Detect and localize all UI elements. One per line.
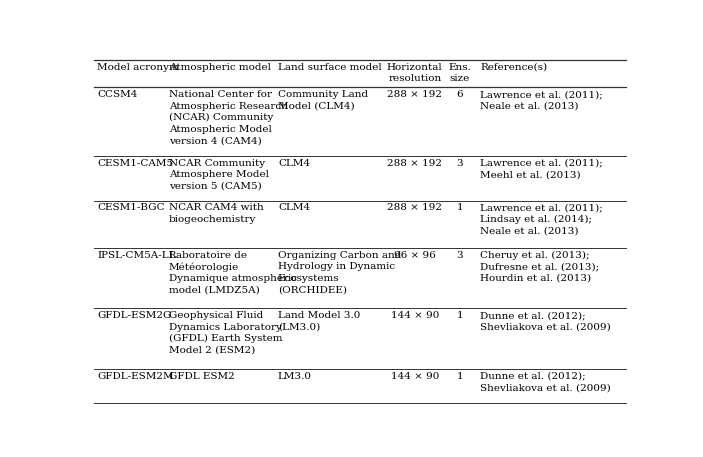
Text: 144 × 90: 144 × 90 (391, 372, 439, 381)
Text: CESM1-CAM5: CESM1-CAM5 (97, 159, 173, 168)
Text: Lawrence et al. (2011);
Neale et al. (2013): Lawrence et al. (2011); Neale et al. (20… (480, 90, 602, 111)
Text: Reference(s): Reference(s) (480, 63, 547, 72)
Text: GFDL-ESM2G: GFDL-ESM2G (97, 311, 172, 320)
Text: 1: 1 (457, 203, 463, 213)
Text: 96 × 96: 96 × 96 (394, 251, 436, 260)
Text: Lawrence et al. (2011);
Lindsay et al. (2014);
Neale et al. (2013): Lawrence et al. (2011); Lindsay et al. (… (480, 203, 602, 235)
Text: Ens.
size: Ens. size (449, 63, 472, 83)
Text: NCAR CAM4 with
biogeochemistry: NCAR CAM4 with biogeochemistry (169, 203, 264, 224)
Text: Geophysical Fluid
Dynamics Laboratory
(GFDL) Earth System
Model 2 (ESM2): Geophysical Fluid Dynamics Laboratory (G… (169, 311, 283, 355)
Text: Laboratoire de
Météorologie
Dynamique atmospheric
model (LMDZ5A): Laboratoire de Météorologie Dynamique at… (169, 251, 297, 295)
Text: 288 × 192: 288 × 192 (387, 159, 442, 168)
Text: 288 × 192: 288 × 192 (387, 90, 442, 99)
Text: NCAR Community
Atmosphere Model
version 5 (CAM5): NCAR Community Atmosphere Model version … (169, 159, 269, 191)
Text: Community Land
Model (CLM4): Community Land Model (CLM4) (278, 90, 368, 111)
Text: GFDL ESM2: GFDL ESM2 (169, 372, 235, 381)
Text: CCSM4: CCSM4 (97, 90, 138, 99)
Text: 3: 3 (457, 159, 463, 168)
Text: 1: 1 (457, 372, 463, 381)
Text: LM3.0: LM3.0 (278, 372, 312, 381)
Text: National Center for
Atmospheric Research
(NCAR) Community
Atmospheric Model
vers: National Center for Atmospheric Research… (169, 90, 288, 145)
Text: 1: 1 (457, 311, 463, 320)
Text: IPSL-CM5A-LR: IPSL-CM5A-LR (97, 251, 176, 260)
Text: CLM4: CLM4 (278, 159, 310, 168)
Text: Lawrence et al. (2011);
Meehl et al. (2013): Lawrence et al. (2011); Meehl et al. (20… (480, 159, 602, 179)
Text: Dunne et al. (2012);
Shevliakova et al. (2009): Dunne et al. (2012); Shevliakova et al. … (480, 372, 611, 392)
Text: GFDL-ESM2M: GFDL-ESM2M (97, 372, 174, 381)
Text: Atmospheric model: Atmospheric model (169, 63, 271, 72)
Text: Land Model 3.0
(LM3.0): Land Model 3.0 (LM3.0) (278, 311, 361, 332)
Text: Horizontal
resolution: Horizontal resolution (387, 63, 443, 83)
Text: 144 × 90: 144 × 90 (391, 311, 439, 320)
Text: Land surface model: Land surface model (278, 63, 382, 72)
Text: Cheruy et al. (2013);
Dufresne et al. (2013);
Hourdin et al. (2013): Cheruy et al. (2013); Dufresne et al. (2… (480, 251, 599, 283)
Text: CLM4: CLM4 (278, 203, 310, 213)
Text: CESM1-BGC: CESM1-BGC (97, 203, 165, 213)
Text: 6: 6 (457, 90, 463, 99)
Text: 3: 3 (457, 251, 463, 260)
Text: Model acronym: Model acronym (97, 63, 179, 72)
Text: Organizing Carbon and
Hydrology in Dynamic
Ecosystems
(ORCHIDEE): Organizing Carbon and Hydrology in Dynam… (278, 251, 401, 294)
Text: Dunne et al. (2012);
Shevliakova et al. (2009): Dunne et al. (2012); Shevliakova et al. … (480, 311, 611, 332)
Text: 288 × 192: 288 × 192 (387, 203, 442, 213)
